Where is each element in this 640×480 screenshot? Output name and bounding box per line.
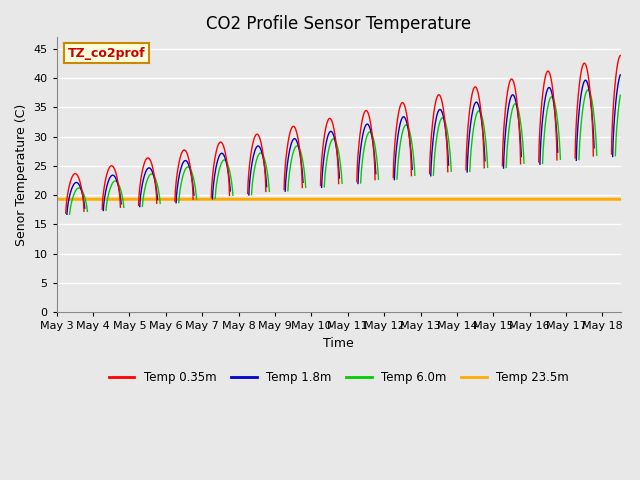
Title: CO2 Profile Sensor Temperature: CO2 Profile Sensor Temperature — [206, 15, 471, 33]
Legend: Temp 0.35m, Temp 1.8m, Temp 6.0m, Temp 23.5m: Temp 0.35m, Temp 1.8m, Temp 6.0m, Temp 2… — [104, 366, 573, 388]
X-axis label: Time: Time — [323, 336, 354, 349]
Y-axis label: Senor Temperature (C): Senor Temperature (C) — [15, 104, 28, 246]
Text: TZ_co2prof: TZ_co2prof — [68, 47, 146, 60]
